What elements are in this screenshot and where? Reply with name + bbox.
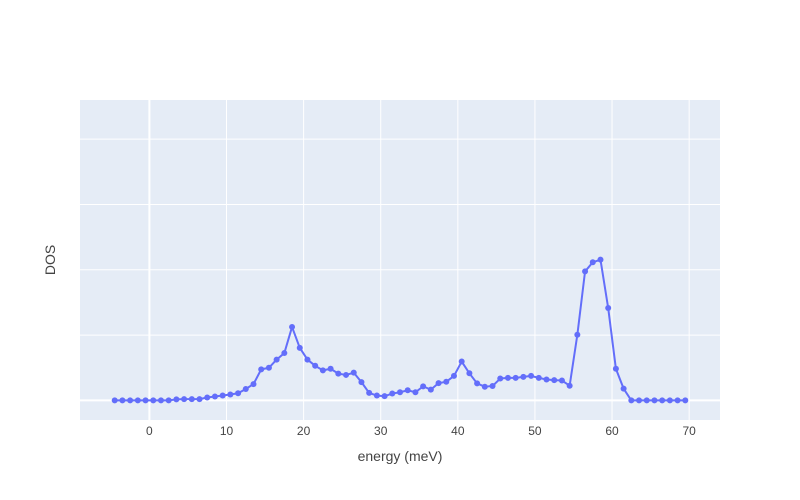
data-point: [227, 391, 234, 398]
data-point: [458, 358, 465, 365]
x-tick-label: 20: [297, 424, 311, 438]
data-point: [597, 256, 604, 263]
data-point: [235, 390, 242, 397]
data-point: [373, 392, 380, 399]
data-point: [566, 382, 573, 389]
data-point: [211, 393, 218, 400]
data-point: [250, 381, 257, 388]
data-point: [327, 365, 334, 372]
x-tick-label: 10: [220, 424, 234, 438]
data-point: [265, 364, 272, 371]
data-point: [242, 385, 249, 392]
data-point: [165, 397, 172, 404]
data-point: [558, 377, 565, 384]
data-point: [343, 371, 350, 378]
data-point: [258, 366, 265, 373]
data-point: [319, 367, 326, 374]
data-point: [636, 397, 643, 404]
data-point: [157, 397, 164, 404]
data-point: [188, 396, 195, 403]
data-point: [528, 372, 535, 379]
data-point: [127, 397, 134, 404]
data-point: [589, 259, 596, 266]
data-point: [289, 323, 296, 330]
data-point: [543, 376, 550, 383]
x-tick-label: 30: [374, 424, 388, 438]
data-point: [358, 379, 365, 386]
data-point: [450, 372, 457, 379]
data-point: [682, 397, 689, 404]
x-tick-label: 50: [528, 424, 542, 438]
data-point: [381, 393, 388, 400]
data-point: [304, 356, 311, 363]
plot-background: [80, 100, 720, 420]
data-point: [397, 389, 403, 396]
data-point: [173, 396, 180, 403]
data-point: [466, 370, 473, 377]
x-axis-title: energy (meV): [358, 448, 443, 464]
data-point: [350, 369, 357, 376]
x-tick-label: 0: [146, 424, 153, 438]
data-point: [582, 268, 589, 275]
data-point: [412, 389, 419, 396]
data-point: [273, 356, 280, 363]
data-point: [497, 375, 504, 382]
data-point: [196, 396, 203, 403]
data-point: [134, 397, 141, 404]
data-point: [628, 397, 635, 404]
data-point: [111, 397, 118, 404]
data-point: [219, 392, 226, 399]
data-point: [296, 344, 303, 351]
data-point: [420, 383, 427, 390]
data-point: [312, 362, 319, 369]
data-point: [620, 385, 627, 392]
y-axis-title: DOS: [42, 245, 58, 275]
data-point: [551, 377, 558, 384]
data-point: [474, 380, 481, 387]
data-point: [535, 374, 542, 381]
data-point: [181, 396, 188, 403]
data-point: [150, 397, 157, 404]
x-tick-label: 60: [605, 424, 619, 438]
data-point: [281, 350, 288, 357]
data-point: [335, 370, 342, 377]
data-point: [659, 397, 666, 404]
data-point: [389, 390, 396, 397]
data-point: [443, 378, 450, 385]
data-point: [643, 397, 650, 404]
data-point: [119, 397, 126, 404]
data-point: [504, 374, 511, 381]
data-point: [512, 374, 519, 381]
x-tick-label: 70: [682, 424, 696, 438]
data-point: [489, 383, 496, 390]
data-point: [612, 365, 619, 372]
series-layer: [111, 256, 689, 404]
data-point: [666, 397, 673, 404]
data-point: [651, 397, 658, 404]
x-tick-labels: 0 10 20 30 40 50 60 70: [146, 424, 696, 438]
data-point: [404, 387, 411, 394]
data-point: [204, 394, 211, 401]
data-point: [605, 305, 612, 311]
data-point: [435, 380, 442, 387]
data-point: [366, 389, 373, 396]
data-point: [574, 331, 581, 338]
data-point: [674, 397, 681, 404]
grid-layer: [80, 100, 720, 420]
data-point: [520, 373, 527, 380]
x-tick-label: 40: [451, 424, 465, 438]
data-point: [142, 397, 149, 404]
data-point: [481, 383, 488, 390]
data-point: [427, 386, 434, 393]
